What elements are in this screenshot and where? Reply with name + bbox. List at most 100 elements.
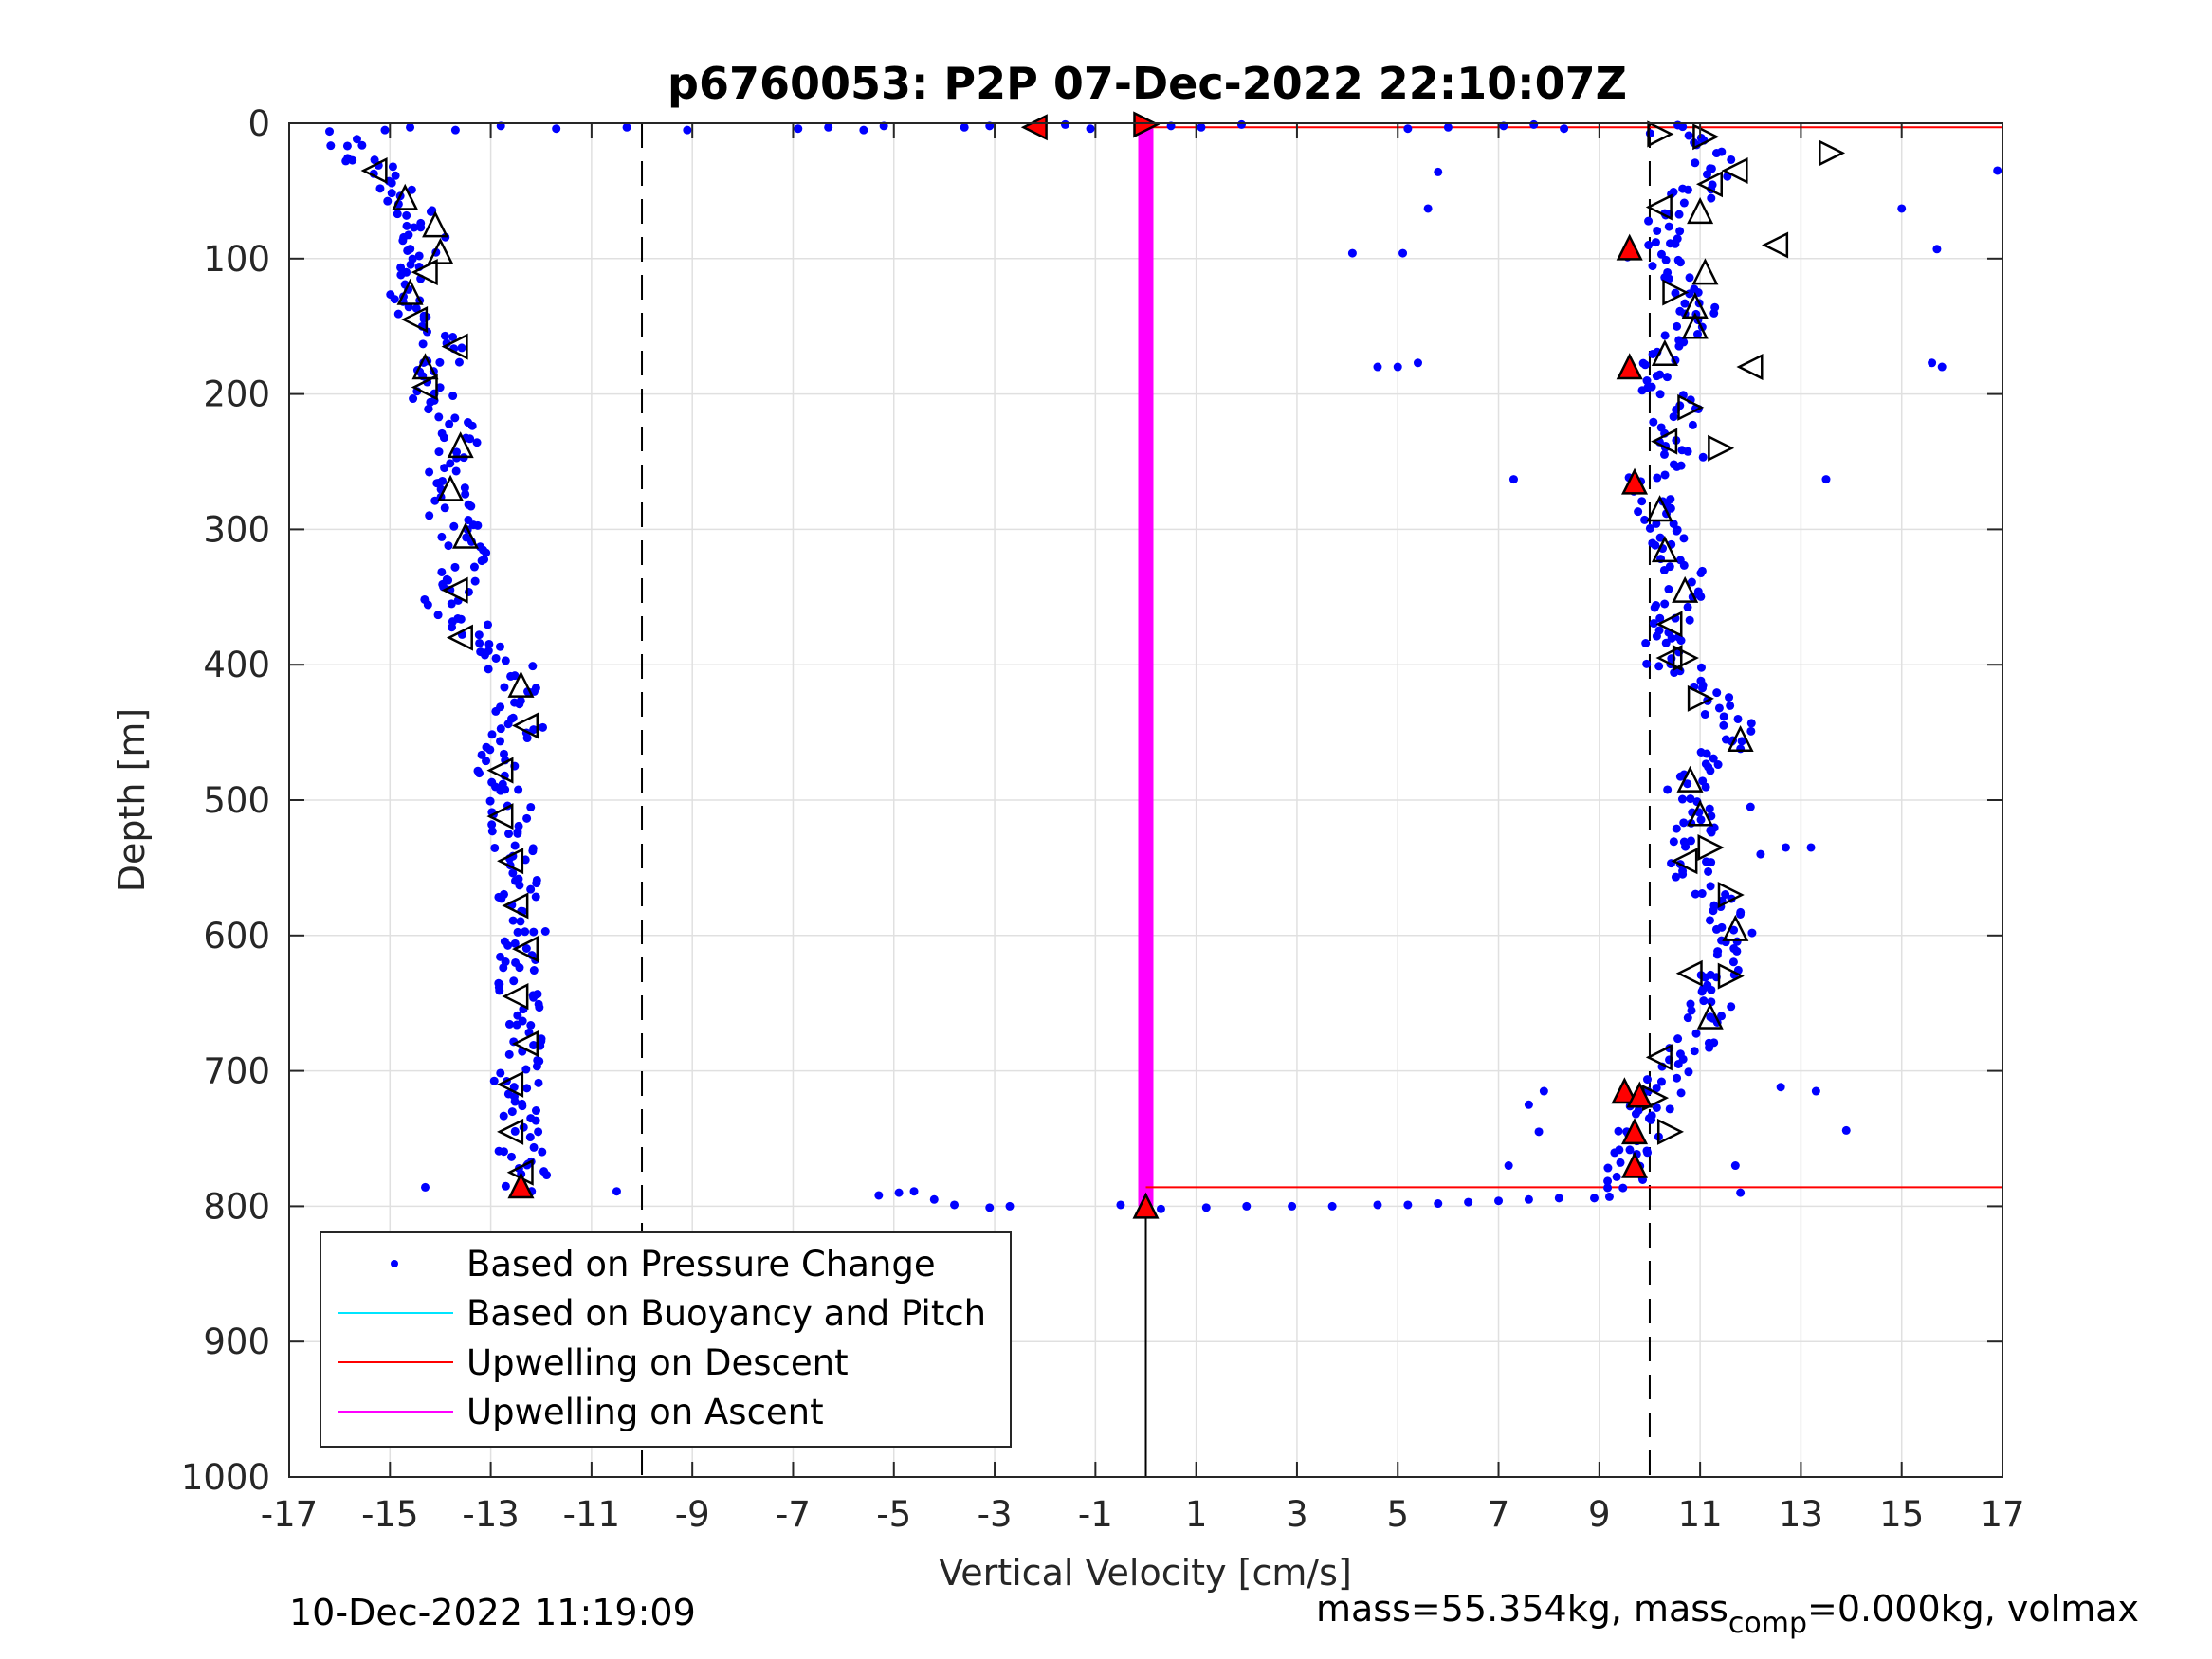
pressure-point bbox=[1590, 1194, 1600, 1203]
pressure-point bbox=[426, 397, 435, 407]
pressure-point bbox=[1781, 843, 1790, 852]
pressure-point bbox=[521, 944, 531, 954]
pressure-point bbox=[466, 501, 476, 511]
pressure-point bbox=[1678, 122, 1688, 132]
pressure-point bbox=[1641, 638, 1651, 647]
buoyancy-marker bbox=[1722, 914, 1749, 941]
pressure-point bbox=[496, 724, 505, 734]
pressure-point bbox=[1683, 185, 1692, 194]
pressure-point bbox=[391, 171, 400, 180]
pressure-point bbox=[342, 141, 352, 151]
red-marker bbox=[1020, 114, 1048, 141]
pressure-point bbox=[1679, 818, 1689, 828]
pressure-point bbox=[495, 986, 504, 995]
pressure-point bbox=[612, 1187, 621, 1196]
pressure-point bbox=[1649, 619, 1658, 629]
pressure-point bbox=[506, 1152, 516, 1161]
pressure-point bbox=[1686, 999, 1695, 1009]
y-tick-label: 400 bbox=[203, 645, 270, 685]
buoyancy-marker bbox=[411, 259, 438, 286]
pressure-point bbox=[1373, 1200, 1382, 1210]
pressure-point bbox=[435, 357, 445, 367]
buoyancy-marker bbox=[360, 156, 388, 185]
pressure-point bbox=[1679, 534, 1689, 543]
pressure-point bbox=[534, 1127, 543, 1137]
pressure-point bbox=[539, 1167, 549, 1176]
pressure-point bbox=[985, 1203, 995, 1212]
pressure-point bbox=[393, 309, 403, 319]
buoyancy-marker bbox=[502, 983, 529, 1011]
pressure-point bbox=[454, 357, 464, 367]
pressure-point bbox=[494, 892, 503, 902]
pressure-point bbox=[1197, 122, 1206, 132]
pressure-point bbox=[1698, 452, 1708, 462]
pressure-point bbox=[529, 1142, 539, 1152]
legend-label-pressure: Based on Pressure Change bbox=[466, 1244, 936, 1285]
pressure-point bbox=[950, 1200, 960, 1210]
pressure-point bbox=[1642, 376, 1652, 386]
pressure-point bbox=[390, 295, 399, 304]
pressure-point bbox=[343, 154, 353, 163]
pressure-point bbox=[448, 623, 457, 632]
pressure-point bbox=[515, 700, 524, 709]
pressure-point bbox=[452, 447, 462, 457]
pressure-point bbox=[1747, 928, 1757, 938]
pressure-point bbox=[1708, 180, 1717, 190]
pressure-point bbox=[1666, 239, 1675, 248]
pressure-point bbox=[466, 434, 475, 444]
pressure-point bbox=[496, 786, 505, 795]
pressure-point bbox=[1690, 1047, 1699, 1056]
pressure-point bbox=[1746, 802, 1755, 811]
pressure-point bbox=[521, 927, 530, 937]
pressure-point bbox=[1005, 1201, 1015, 1211]
buoyancy-marker bbox=[507, 670, 535, 698]
pressure-point bbox=[1705, 1043, 1714, 1052]
pressure-point bbox=[450, 562, 460, 572]
pressure-point bbox=[1654, 662, 1664, 671]
pressure-point bbox=[1610, 1148, 1619, 1158]
pressure-point bbox=[504, 1049, 514, 1059]
pressure-point bbox=[532, 1062, 541, 1071]
pressure-point bbox=[1656, 249, 1666, 259]
pressure-point bbox=[1680, 299, 1690, 308]
pressure-point bbox=[1683, 447, 1692, 456]
pressure-point bbox=[501, 656, 510, 665]
pressure-point bbox=[1756, 849, 1765, 859]
pressure-point bbox=[859, 125, 868, 135]
pressure-point bbox=[1651, 238, 1660, 247]
pressure-point bbox=[1678, 1054, 1688, 1064]
pressure-point bbox=[411, 303, 421, 313]
pressure-point bbox=[403, 246, 412, 255]
pressure-point bbox=[528, 662, 538, 671]
pressure-point bbox=[1679, 837, 1689, 847]
pressure-point bbox=[460, 483, 469, 493]
pressure-point bbox=[1086, 124, 1095, 134]
pressure-point bbox=[432, 479, 442, 488]
pressure-point bbox=[418, 339, 428, 349]
buoyancy-marker bbox=[446, 624, 473, 651]
pressure-point bbox=[1696, 815, 1706, 825]
pressure-point bbox=[529, 966, 539, 975]
pressure-point bbox=[1707, 164, 1716, 173]
pressure-change-points bbox=[325, 119, 2002, 1213]
pressure-point bbox=[1706, 766, 1715, 775]
red-marker bbox=[1621, 1118, 1649, 1145]
pressure-point bbox=[402, 221, 411, 230]
pressure-point bbox=[1634, 507, 1643, 517]
footer-mass-part-a: mass=55.354kg, mass bbox=[1316, 1588, 1728, 1630]
pressure-point bbox=[1662, 373, 1672, 382]
pressure-point bbox=[1640, 515, 1650, 524]
pressure-point bbox=[416, 218, 426, 228]
pressure-point bbox=[325, 127, 335, 137]
red-marker bbox=[1611, 1077, 1638, 1104]
pressure-point bbox=[1393, 362, 1402, 372]
pressure-point bbox=[437, 532, 447, 541]
pressure-point bbox=[1327, 1201, 1337, 1211]
pressure-point bbox=[1675, 258, 1685, 267]
buoyancy-marker bbox=[1696, 1002, 1724, 1030]
buoyancy-marker bbox=[1651, 338, 1678, 367]
pressure-point bbox=[537, 1034, 546, 1044]
pressure-point bbox=[528, 991, 538, 1000]
pressure-point bbox=[491, 653, 501, 663]
buoyancy-marker bbox=[1727, 724, 1754, 752]
